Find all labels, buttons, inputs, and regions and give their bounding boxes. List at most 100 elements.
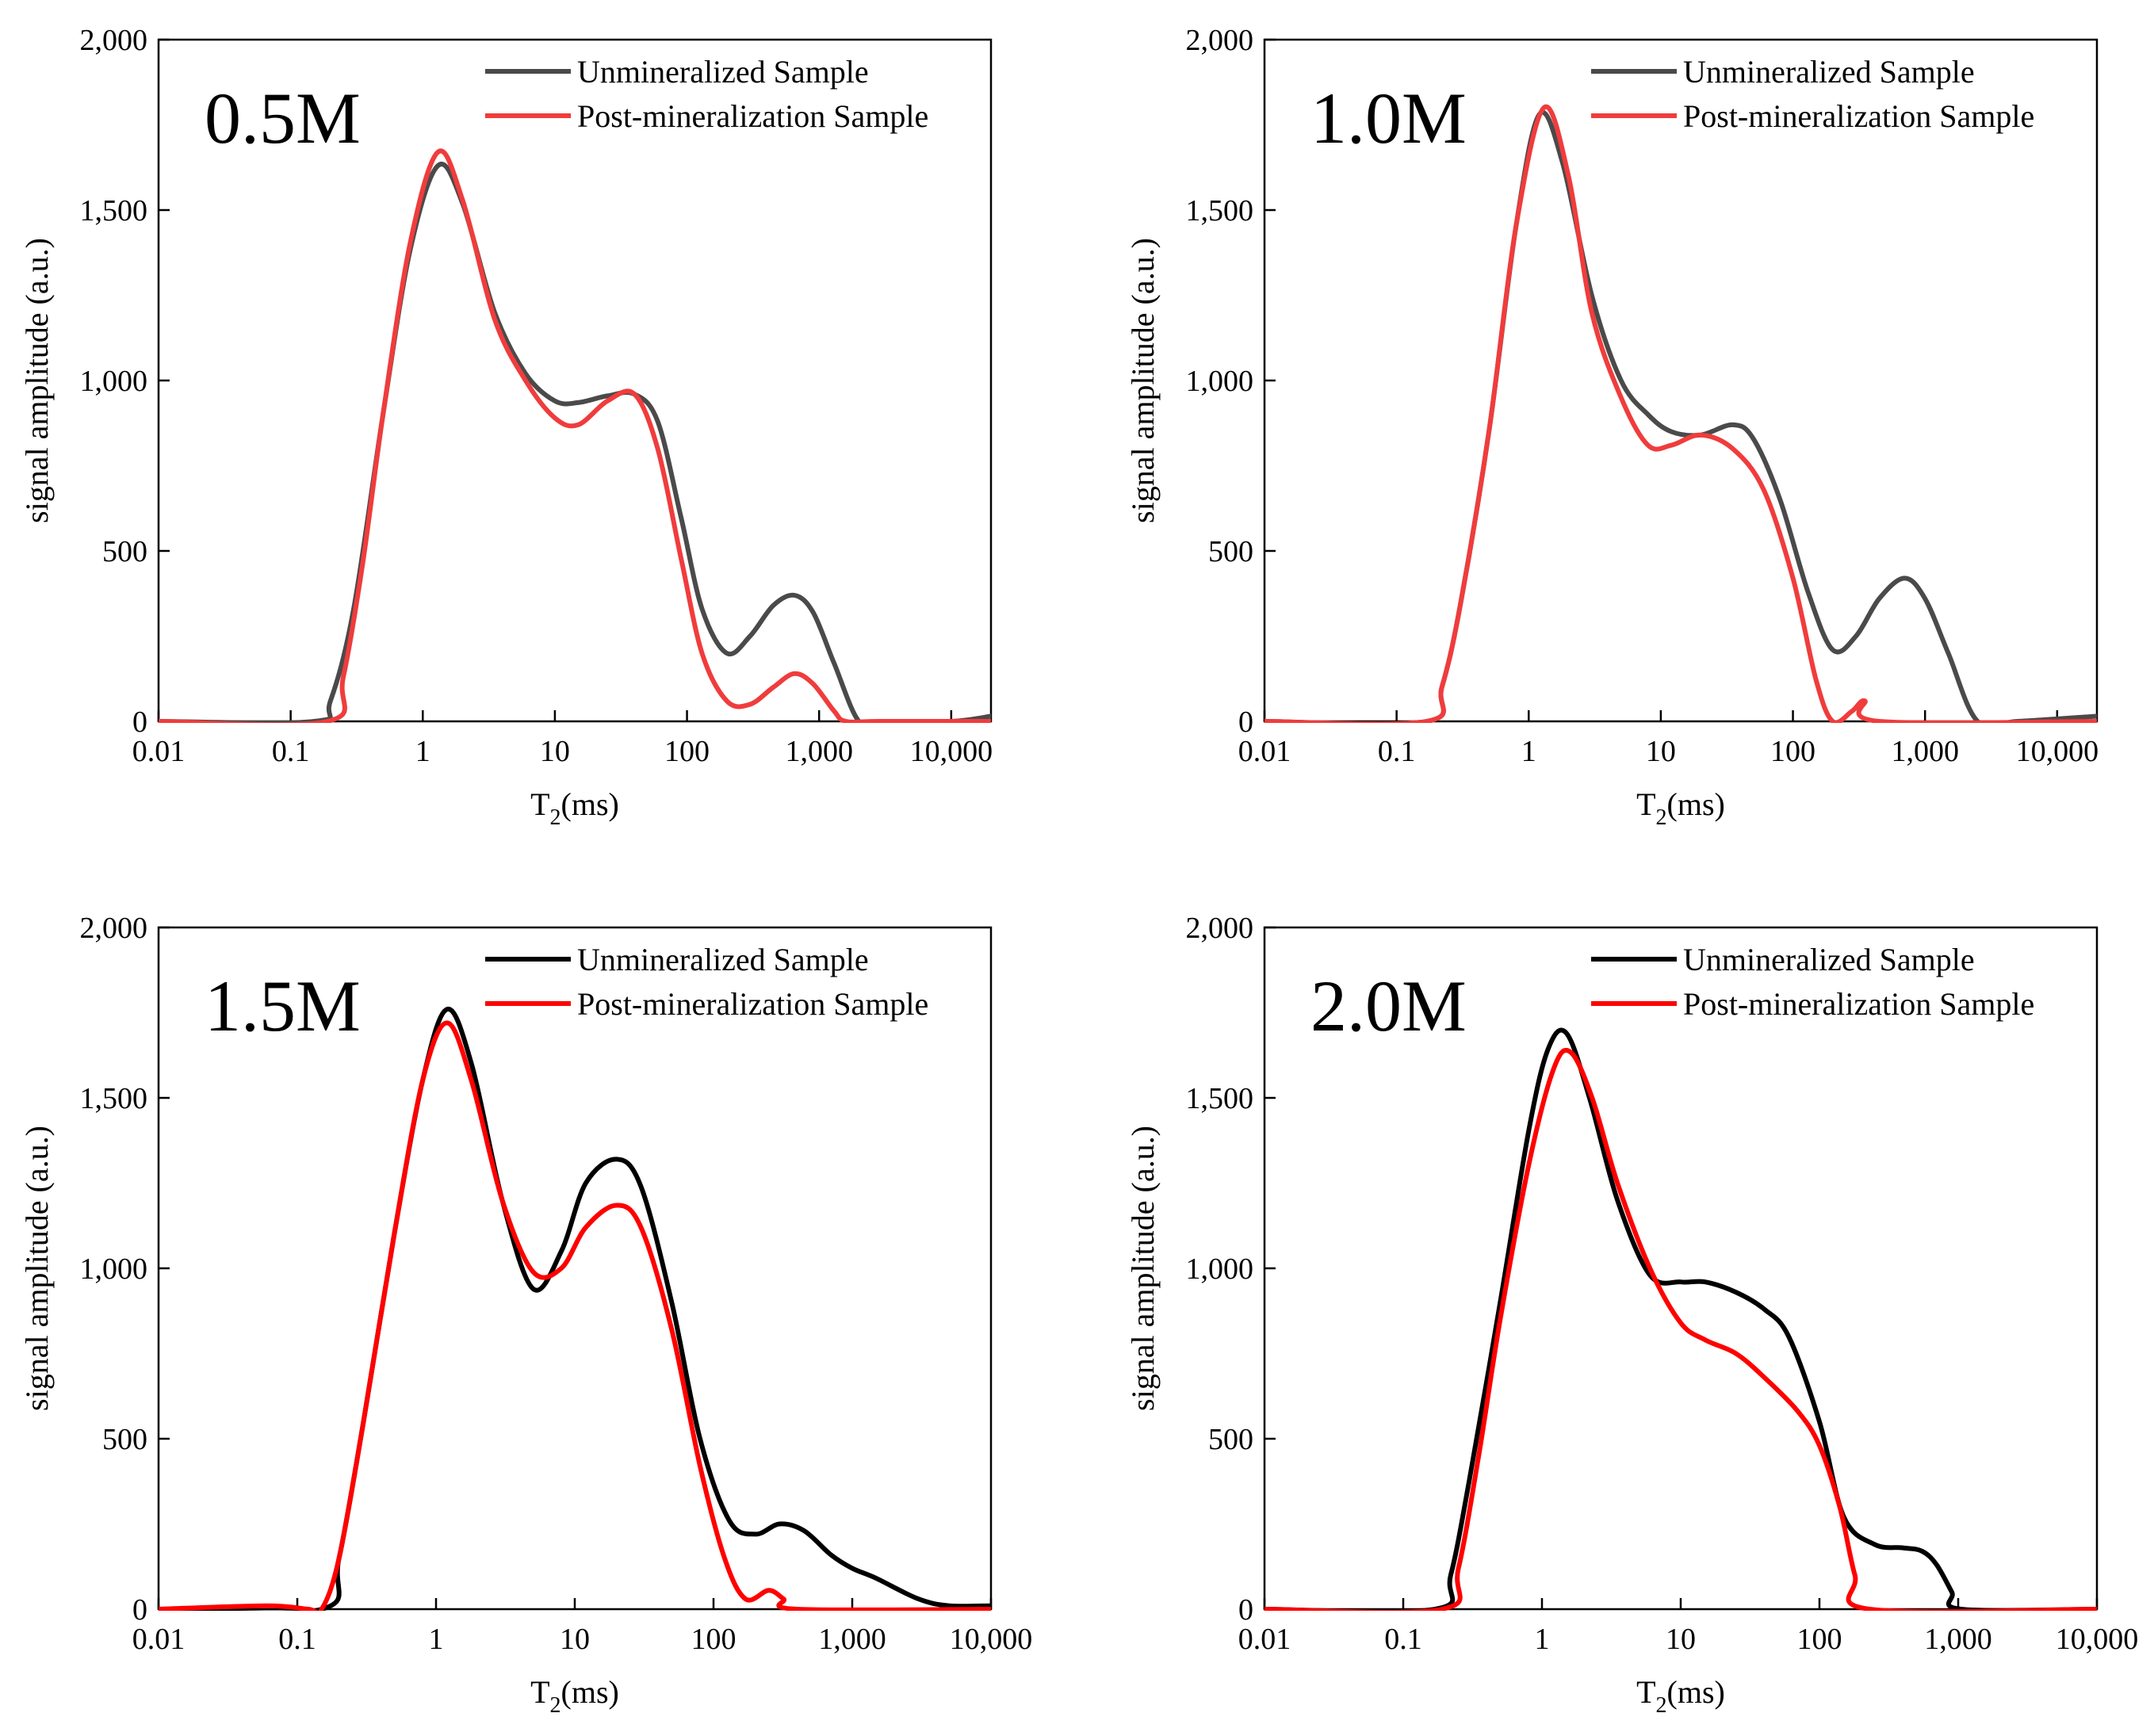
chart-panel-2: 0.01 0.1 1 10 100 1,000 10,000 0 500 1,000 1,500 2,… bbox=[1125, 24, 2099, 830]
legend-label: Post-mineralization Sample bbox=[1683, 98, 2034, 134]
series-line-post-mineralization bbox=[1264, 104, 2097, 723]
panel-label: 2.0M bbox=[1310, 966, 1467, 1046]
chart-panel-4: 0.01 0.1 1 10 100 1,000 10,000 0 500 1,000 1,500 2,… bbox=[1125, 912, 2138, 1718]
x-tick-label: 0.01 bbox=[132, 735, 186, 768]
x-axis-title-unit: (ms) bbox=[561, 786, 619, 822]
y-tick-label: 0 bbox=[1238, 1593, 1253, 1627]
chart-panel-3: 0.01 0.1 1 10 100 1,000 10,000 0 500 1,000 1,500 2,… bbox=[19, 912, 1032, 1718]
y-tick-label: 1,500 bbox=[1186, 1082, 1254, 1115]
series-line-unmineralized bbox=[159, 162, 991, 723]
legend-label: Unmineralized Sample bbox=[577, 54, 869, 90]
y-tick-label: 0 bbox=[132, 705, 147, 739]
x-tick-label: 10 bbox=[1646, 735, 1676, 768]
y-tick-label: 1,500 bbox=[80, 1082, 148, 1115]
x-tick-label: 10,000 bbox=[950, 1623, 1033, 1656]
x-axis-title: T2(ms) bbox=[530, 1674, 619, 1718]
x-axis-title-main: T bbox=[1636, 786, 1655, 822]
series-line-unmineralized bbox=[1264, 109, 2097, 723]
legend-label: Post-mineralization Sample bbox=[1683, 986, 2034, 1022]
x-axis-title-main: T bbox=[530, 786, 549, 822]
y-tick-label: 500 bbox=[1208, 1423, 1253, 1456]
x-tick-label: 1,000 bbox=[1924, 1623, 1992, 1656]
legend-label: Unmineralized Sample bbox=[577, 942, 869, 977]
series-line-post-mineralization bbox=[159, 1020, 991, 1611]
y-axis-title: signal amplitude (a.u.) bbox=[1125, 1126, 1161, 1411]
y-tick-label: 0 bbox=[1238, 705, 1253, 739]
x-tick-label: 1,000 bbox=[1891, 735, 1959, 768]
panel-label: 1.5M bbox=[205, 966, 361, 1046]
y-tick-label: 0 bbox=[132, 1593, 147, 1627]
x-axis-title-subscript: 2 bbox=[1656, 1693, 1667, 1718]
legend-label: Unmineralized Sample bbox=[1683, 942, 1975, 977]
y-tick-label: 1,000 bbox=[80, 365, 148, 398]
y-tick-label: 1,000 bbox=[80, 1252, 148, 1286]
x-tick-label: 0.1 bbox=[1378, 735, 1416, 768]
y-tick-label: 1,000 bbox=[1186, 365, 1254, 398]
legend-label: Post-mineralization Sample bbox=[577, 986, 928, 1022]
x-tick-label: 1 bbox=[1521, 735, 1536, 768]
x-tick-label: 1,000 bbox=[818, 1623, 886, 1656]
x-tick-label: 10 bbox=[560, 1623, 590, 1656]
x-tick-label: 0.1 bbox=[278, 1623, 316, 1656]
x-tick-label: 10 bbox=[1666, 1623, 1696, 1656]
y-tick-label: 2,000 bbox=[80, 912, 148, 945]
legend: Unmineralized Sample Post-mineralization … bbox=[1591, 54, 2034, 134]
y-tick-label: 2,000 bbox=[1186, 912, 1254, 945]
x-tick-label: 10,000 bbox=[910, 735, 993, 768]
x-tick-label: 100 bbox=[1770, 735, 1815, 768]
x-tick-label: 0.01 bbox=[1238, 1623, 1291, 1656]
legend: Unmineralized Sample Post-mineralization … bbox=[485, 942, 928, 1022]
x-axis-title-unit: (ms) bbox=[1667, 1674, 1725, 1710]
x-axis-title-main: T bbox=[1636, 1674, 1655, 1710]
x-axis-title-subscript: 2 bbox=[1656, 805, 1667, 830]
series-line-post-mineralization bbox=[159, 148, 991, 723]
y-tick-label: 2,000 bbox=[80, 24, 148, 57]
x-tick-label: 100 bbox=[664, 735, 710, 768]
series-line-post-mineralization bbox=[1264, 1047, 2097, 1611]
series-group bbox=[159, 148, 991, 723]
y-axis-title: signal amplitude (a.u.) bbox=[19, 238, 55, 523]
x-tick-label: 1 bbox=[415, 735, 430, 768]
series-group bbox=[1264, 1027, 2097, 1611]
x-tick-label: 100 bbox=[691, 1623, 736, 1656]
x-tick-label: 0.1 bbox=[1384, 1623, 1422, 1656]
legend-label: Post-mineralization Sample bbox=[577, 98, 928, 134]
y-tick-label: 1,500 bbox=[1186, 194, 1254, 228]
series-line-unmineralized bbox=[1264, 1027, 2097, 1611]
x-axis-title-unit: (ms) bbox=[1667, 786, 1725, 822]
y-tick-label: 500 bbox=[102, 1423, 147, 1456]
series-group bbox=[1264, 104, 2097, 723]
x-axis-title: T2(ms) bbox=[1636, 786, 1725, 830]
x-tick-label: 1 bbox=[1535, 1623, 1550, 1656]
panel-label: 1.0M bbox=[1310, 78, 1467, 159]
legend: Unmineralized Sample Post-mineralization … bbox=[1591, 942, 2034, 1022]
series-group bbox=[159, 1007, 991, 1611]
x-axis-title-subscript: 2 bbox=[550, 805, 561, 830]
x-axis-title: T2(ms) bbox=[1636, 1674, 1725, 1718]
legend: Unmineralized Sample Post-mineralization … bbox=[485, 54, 928, 134]
x-tick-label: 10,000 bbox=[2056, 1623, 2139, 1656]
x-tick-label: 10 bbox=[540, 735, 570, 768]
x-tick-label: 1 bbox=[429, 1623, 444, 1656]
y-axis-title: signal amplitude (a.u.) bbox=[19, 1126, 55, 1411]
x-axis-title-main: T bbox=[530, 1674, 549, 1710]
x-axis-title-unit: (ms) bbox=[561, 1674, 619, 1710]
y-tick-label: 500 bbox=[1208, 535, 1253, 568]
x-tick-label: 1,000 bbox=[785, 735, 853, 768]
y-tick-label: 1,000 bbox=[1186, 1252, 1254, 1286]
chart-panel-1: 0.01 0.1 1 10 100 1,000 10,000 0 500 1,000 1,500 2,… bbox=[19, 24, 993, 830]
x-tick-label: 100 bbox=[1797, 1623, 1842, 1656]
legend-label: Unmineralized Sample bbox=[1683, 54, 1975, 90]
y-tick-label: 1,500 bbox=[80, 194, 148, 228]
x-tick-label: 0.01 bbox=[132, 1623, 186, 1656]
x-axis-title: T2(ms) bbox=[530, 786, 619, 830]
y-axis-title: signal amplitude (a.u.) bbox=[1125, 238, 1161, 523]
x-tick-label: 10,000 bbox=[2016, 735, 2099, 768]
x-axis-title-subscript: 2 bbox=[550, 1693, 561, 1718]
y-tick-label: 2,000 bbox=[1186, 24, 1254, 57]
series-line-unmineralized bbox=[159, 1007, 991, 1611]
x-tick-label: 0.01 bbox=[1238, 735, 1291, 768]
panel-label: 0.5M bbox=[205, 78, 361, 159]
x-tick-label: 0.1 bbox=[272, 735, 310, 768]
